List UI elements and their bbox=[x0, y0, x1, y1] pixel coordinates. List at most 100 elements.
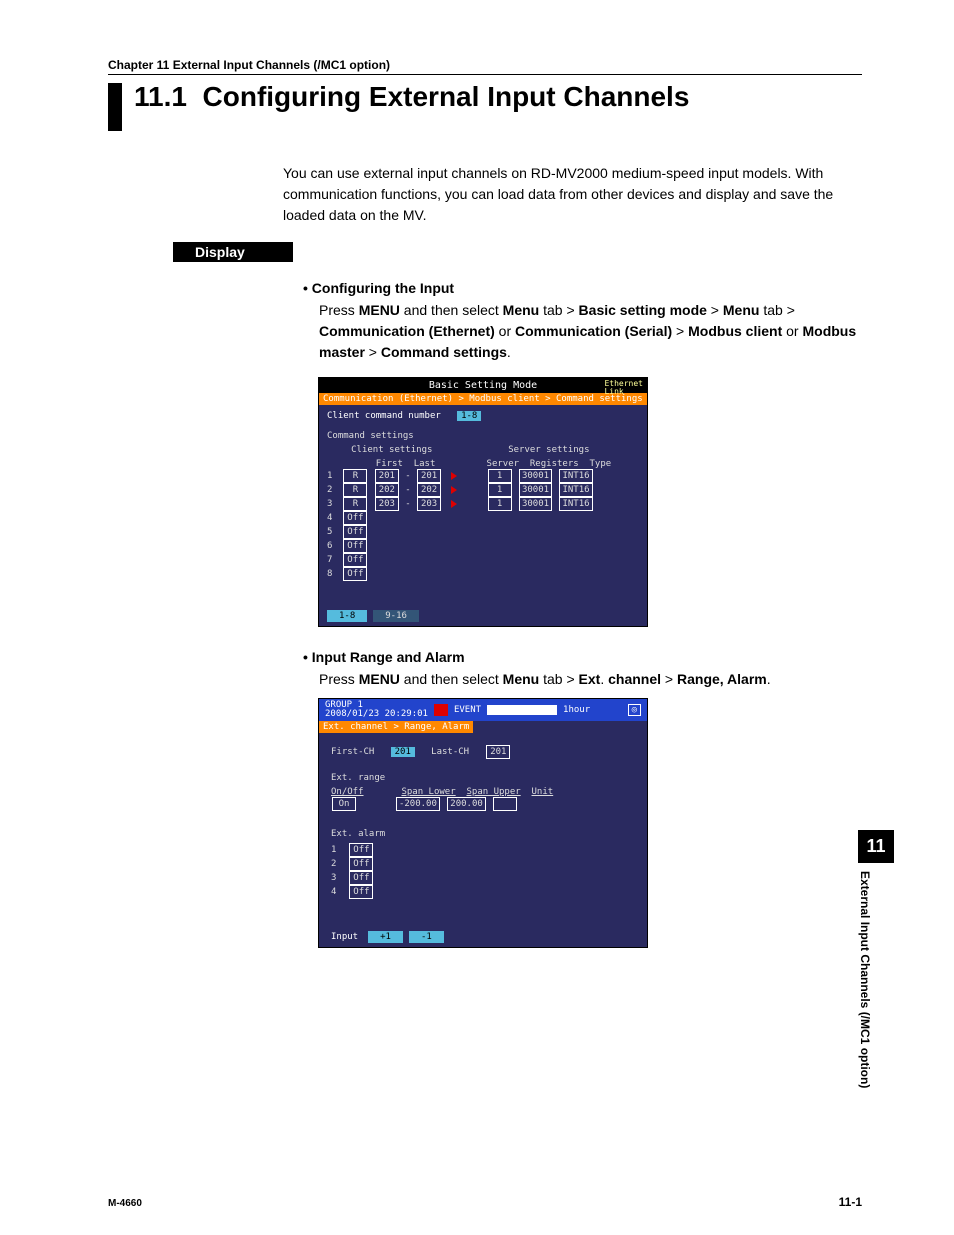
unit-label: Unit bbox=[532, 787, 554, 797]
modbus-client: Modbus client bbox=[688, 323, 782, 339]
intro-paragraph: You can use external input channels on R… bbox=[283, 163, 862, 226]
text: > bbox=[365, 344, 381, 360]
last-ch-value[interactable]: 201 bbox=[486, 745, 510, 759]
plus-button[interactable]: +1 bbox=[368, 931, 403, 943]
alarm-row: 1 Off bbox=[331, 843, 635, 857]
hour-label: 1hour bbox=[563, 705, 590, 715]
onoff-cell[interactable]: Off bbox=[343, 567, 367, 581]
tab-1-8[interactable]: 1-8 bbox=[327, 610, 367, 622]
screenshot2-tabs: Input +1 -1 bbox=[327, 931, 444, 943]
clock-icon[interactable]: ◎ bbox=[628, 704, 641, 716]
display-label: Display bbox=[173, 242, 293, 262]
command-settings: Command settings bbox=[381, 344, 507, 360]
onoff-cell[interactable]: R bbox=[343, 469, 367, 483]
type-cell[interactable]: INT16 bbox=[559, 483, 592, 497]
alarm-value[interactable]: Off bbox=[349, 857, 373, 871]
range-heading: Input Range and Alarm bbox=[303, 649, 862, 665]
span-lower-label: Span Lower bbox=[401, 787, 455, 797]
minus-button[interactable]: -1 bbox=[409, 931, 444, 943]
table-row: 5 Off bbox=[327, 525, 457, 539]
onoff-cell[interactable]: Off bbox=[343, 553, 367, 567]
ext-alarm-label: Ext. alarm bbox=[331, 829, 635, 839]
last-ch-label: Last-CH bbox=[431, 747, 469, 757]
client-col-labels: First Last bbox=[327, 459, 457, 469]
text: > bbox=[707, 302, 723, 318]
menu-key: MENU bbox=[359, 302, 400, 318]
arrow-icon bbox=[448, 471, 457, 481]
text: tab > bbox=[759, 302, 794, 318]
onoff-value[interactable]: On bbox=[332, 797, 356, 811]
onoff-cell[interactable]: R bbox=[343, 497, 367, 511]
server-col-labels: Server Registers Type bbox=[487, 459, 612, 469]
onoff-cell[interactable]: Off bbox=[343, 539, 367, 553]
screenshot-range-alarm: GROUP 1 2008/01/23 20:29:01 EVENT 1hour … bbox=[318, 698, 648, 948]
last-cell[interactable]: 201 bbox=[417, 469, 441, 483]
alarm-rows: 1 Off2 Off3 Off4 Off bbox=[331, 843, 635, 899]
first-cell[interactable]: 202 bbox=[375, 483, 399, 497]
config-heading: Configuring the Input bbox=[303, 280, 862, 296]
type-cell[interactable]: INT16 bbox=[559, 497, 592, 511]
progress-bar bbox=[487, 705, 557, 715]
section-title: 11.1 Configuring External Input Channels bbox=[134, 81, 689, 113]
datetime: 2008/01/23 20:29:01 bbox=[325, 710, 428, 719]
span-lower-value[interactable]: -200.00 bbox=[396, 797, 440, 811]
screenshot2-body: First-CH 201 Last-CH 201 Ext. range On/O… bbox=[319, 733, 647, 907]
text: or bbox=[782, 323, 802, 339]
table-row: 1 30001 INT16 bbox=[487, 497, 612, 511]
table-row: 8 Off bbox=[327, 567, 457, 581]
arrow-icon bbox=[448, 485, 457, 495]
onoff-cell[interactable]: Off bbox=[343, 511, 367, 525]
server-cell[interactable]: 1 bbox=[488, 483, 512, 497]
ext-range-label: Ext. range bbox=[331, 773, 635, 783]
channel: channel bbox=[608, 671, 661, 687]
unit-value[interactable] bbox=[493, 797, 517, 811]
onoff-cell[interactable]: R bbox=[343, 483, 367, 497]
col-server: Server bbox=[487, 459, 520, 469]
section-heading: Configuring External Input Channels bbox=[203, 81, 690, 112]
last-cell[interactable]: 203 bbox=[417, 497, 441, 511]
comm-ethernet: Communication (Ethernet) bbox=[319, 323, 495, 339]
table-row: 4 Off bbox=[327, 511, 457, 525]
register-cell[interactable]: 30001 bbox=[519, 469, 552, 483]
text: or bbox=[495, 323, 515, 339]
server-header: Server settings bbox=[487, 445, 612, 455]
onoff-cell[interactable]: Off bbox=[343, 525, 367, 539]
display-section: Display bbox=[173, 242, 862, 262]
span-upper-value[interactable]: 200.00 bbox=[447, 797, 486, 811]
last-cell[interactable]: 202 bbox=[417, 483, 441, 497]
ccn-value[interactable]: 1-8 bbox=[457, 411, 481, 421]
configuring-input-section: Configuring the Input Press MENU and the… bbox=[303, 280, 862, 363]
register-cell[interactable]: 30001 bbox=[519, 497, 552, 511]
first-ch-value[interactable]: 201 bbox=[391, 747, 415, 757]
server-cell[interactable]: 1 bbox=[488, 497, 512, 511]
first-cell[interactable]: 203 bbox=[375, 497, 399, 511]
col-type: Type bbox=[590, 459, 612, 469]
server-cell[interactable]: 1 bbox=[488, 469, 512, 483]
text: > bbox=[672, 323, 688, 339]
side-tab-text: External Input Channels (/MC1 option) bbox=[858, 863, 881, 1173]
alarm-value[interactable]: Off bbox=[349, 885, 373, 899]
text: . bbox=[767, 671, 771, 687]
col-first: First bbox=[376, 459, 403, 469]
text: and then select bbox=[400, 671, 503, 687]
table-row: 1 R 201 - 201 bbox=[327, 469, 457, 483]
alarm-value[interactable]: Off bbox=[349, 871, 373, 885]
text: > bbox=[661, 671, 677, 687]
type-cell[interactable]: INT16 bbox=[559, 469, 592, 483]
alarm-value[interactable]: Off bbox=[349, 843, 373, 857]
alarm-row: 3 Off bbox=[331, 871, 635, 885]
text: tab > bbox=[539, 302, 578, 318]
ethernet-link-indicator: Ethernet Link bbox=[604, 380, 643, 396]
col-last: Last bbox=[414, 459, 436, 469]
register-cell[interactable]: 30001 bbox=[519, 483, 552, 497]
text: . bbox=[507, 344, 511, 360]
client-header: Client settings bbox=[327, 445, 457, 455]
breadcrumb: Communication (Ethernet) > Modbus client… bbox=[319, 393, 647, 405]
first-cell[interactable]: 201 bbox=[375, 469, 399, 483]
ext-range-row: On/Off Span Lower Span Upper Unit On -20… bbox=[331, 787, 635, 811]
menu-tab: Menu bbox=[503, 302, 540, 318]
side-tab-number: 11 bbox=[858, 830, 894, 863]
first-ch-label: First-CH bbox=[331, 747, 374, 757]
basic-setting-mode: Basic setting mode bbox=[579, 302, 707, 318]
tab-9-16[interactable]: 9-16 bbox=[373, 610, 419, 622]
